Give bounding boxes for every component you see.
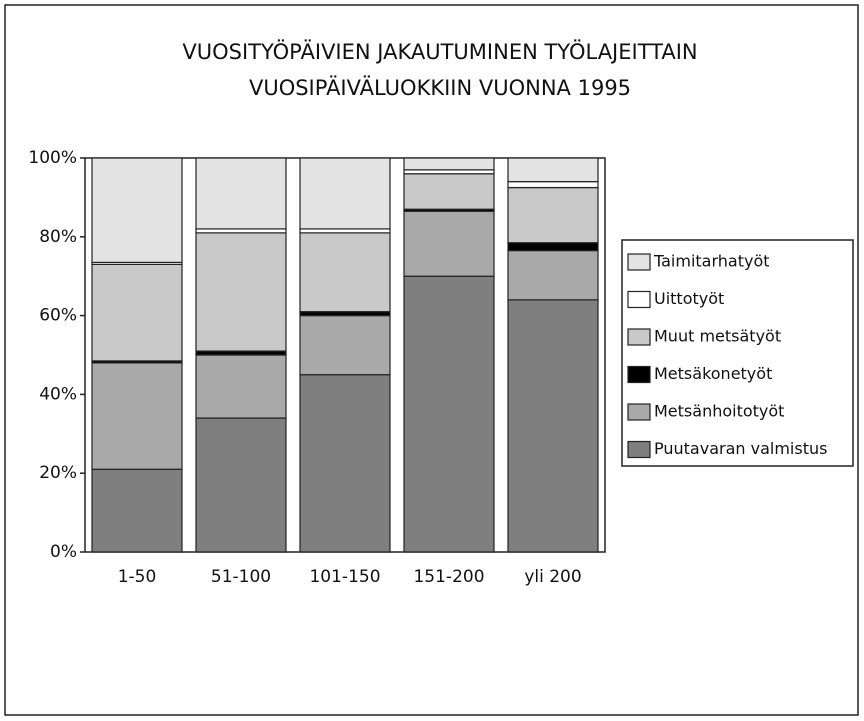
bar-segment <box>91 362 183 470</box>
frame <box>4 4 859 716</box>
legend-box <box>621 239 854 467</box>
bar-segment <box>299 315 391 376</box>
y-tick-label: 20% <box>39 463 77 483</box>
bar-segment <box>403 275 495 553</box>
bar-segment <box>403 210 495 277</box>
legend-swatch <box>627 290 651 309</box>
bar-segment <box>403 157 495 171</box>
bar-segment <box>195 354 287 419</box>
bar-segment <box>299 374 391 553</box>
legend-label: Puutavaran valmistus <box>654 439 827 458</box>
chart-title: VUOSIPÄIVÄLUOKKIIN VUONNA 1995 <box>249 75 631 100</box>
legend-label: Taimitarhatyöt <box>653 252 770 271</box>
x-tick-label: 51-100 <box>211 567 271 587</box>
y-tick-label: 80% <box>39 227 77 247</box>
legend-label: Metsäkonetyöt <box>654 364 772 383</box>
legend-label: Metsänhoitotyöt <box>654 402 784 421</box>
y-tick-label: 60% <box>39 306 77 326</box>
bar-segment <box>507 242 599 252</box>
legend-swatch <box>627 440 651 459</box>
y-tick-label: 0% <box>50 542 77 562</box>
y-tick-label: 100% <box>28 148 77 168</box>
bar-segment <box>195 157 287 230</box>
legend-swatch <box>627 253 651 271</box>
legend-label: Muut metsätyöt <box>654 327 781 346</box>
x-tick-label: yli 200 <box>524 567 581 587</box>
legend-label: Uittotyöt <box>654 289 724 308</box>
legend-swatch <box>627 403 651 421</box>
x-tick-label: 101-150 <box>309 567 380 587</box>
bar-segment <box>299 157 391 230</box>
bar-segment <box>299 232 391 313</box>
bar-segment <box>507 299 599 553</box>
bar-segment <box>507 181 599 189</box>
bar-segment <box>507 249 599 301</box>
bar-segment <box>195 232 287 352</box>
bar-segment <box>91 157 183 264</box>
legend-swatch <box>627 328 651 346</box>
y-tick-label: 40% <box>39 384 77 404</box>
bar-segment <box>403 173 495 210</box>
bar-segment <box>91 468 183 553</box>
bar-segment <box>195 417 287 553</box>
x-tick-label: 1-50 <box>118 567 157 587</box>
x-tick-label: 151-200 <box>413 567 484 587</box>
legend-swatch <box>627 365 651 384</box>
chart-title: VUOSITYÖPÄIVIEN JAKAUTUMINEN TYÖLAJEITTA… <box>182 39 697 64</box>
bar-segment <box>507 157 599 183</box>
bar-segment <box>91 263 183 362</box>
bar-segment <box>507 186 599 244</box>
